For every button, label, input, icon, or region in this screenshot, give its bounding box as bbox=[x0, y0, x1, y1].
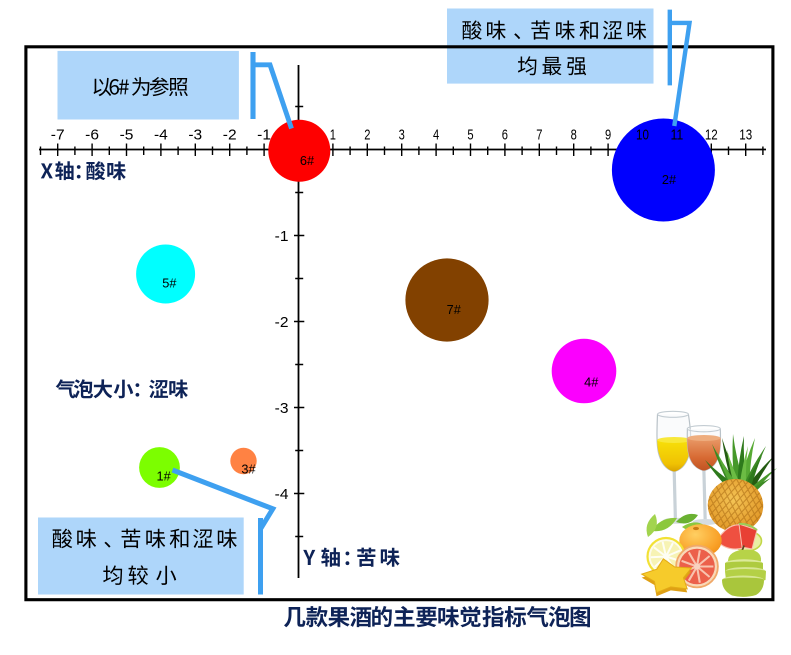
svg-text:-4: -4 bbox=[275, 486, 289, 503]
svg-text:8: 8 bbox=[571, 126, 577, 143]
svg-text:1#: 1# bbox=[157, 470, 171, 484]
svg-text:3: 3 bbox=[399, 126, 405, 143]
svg-text:12: 12 bbox=[705, 126, 718, 143]
svg-text:1: 1 bbox=[330, 126, 336, 143]
svg-text:-3: -3 bbox=[275, 400, 289, 417]
svg-text:-1: -1 bbox=[257, 126, 271, 143]
svg-text:6: 6 bbox=[502, 126, 508, 143]
svg-text:-5: -5 bbox=[120, 126, 134, 143]
svg-text:3#: 3# bbox=[241, 463, 255, 477]
svg-text:-4: -4 bbox=[154, 126, 168, 143]
svg-text:2: 2 bbox=[364, 126, 370, 143]
svg-text:7: 7 bbox=[536, 126, 542, 143]
svg-text:-2: -2 bbox=[275, 314, 289, 331]
svg-text:-1: -1 bbox=[275, 228, 289, 245]
svg-text:-6: -6 bbox=[85, 126, 99, 143]
svg-text:5: 5 bbox=[467, 126, 473, 143]
svg-text:4#: 4# bbox=[584, 376, 598, 390]
svg-text:7#: 7# bbox=[447, 303, 461, 317]
svg-text:9: 9 bbox=[605, 126, 611, 143]
svg-text:11: 11 bbox=[670, 126, 683, 143]
svg-text:-2: -2 bbox=[223, 126, 237, 143]
svg-text:6#: 6# bbox=[300, 154, 314, 168]
svg-text:4: 4 bbox=[433, 126, 439, 143]
svg-text:10: 10 bbox=[636, 126, 649, 143]
svg-text:-7: -7 bbox=[51, 126, 65, 143]
svg-text:5#: 5# bbox=[162, 277, 176, 291]
svg-text:-3: -3 bbox=[188, 126, 202, 143]
svg-text:2#: 2# bbox=[662, 173, 676, 187]
svg-text:13: 13 bbox=[739, 126, 752, 143]
